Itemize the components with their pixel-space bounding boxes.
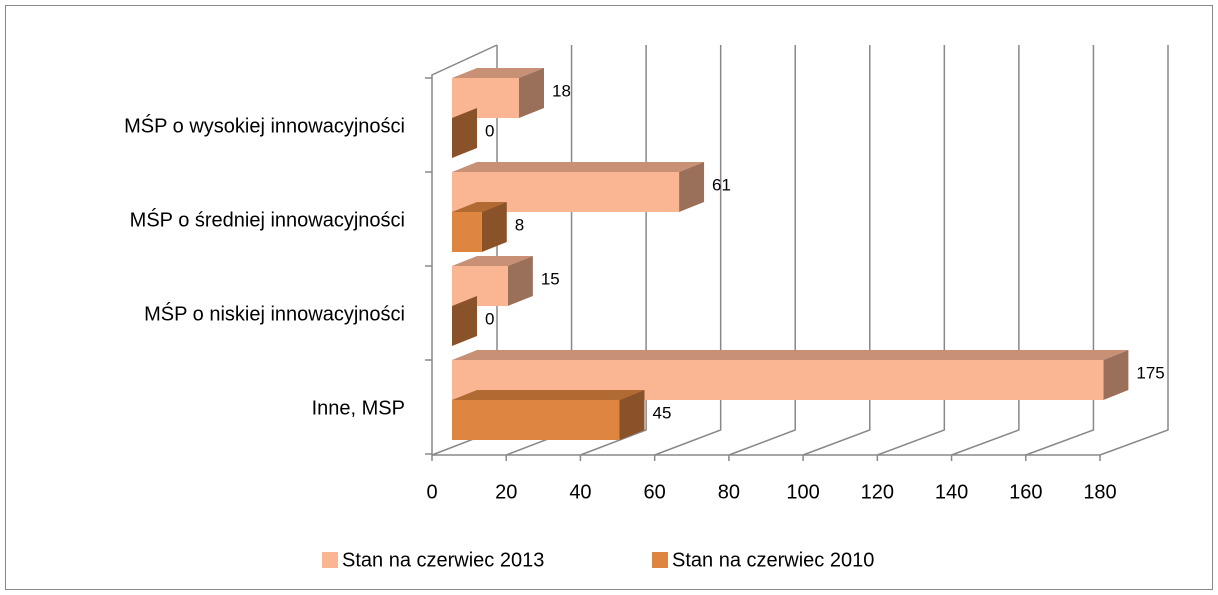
bar-top [452,162,705,172]
bar-side [452,296,477,346]
chart-border [5,5,1213,590]
bar-side [452,108,477,158]
value-label: 175 [1136,363,1164,382]
bar [452,400,620,440]
grid-line [728,45,796,456]
bar [452,212,482,252]
x-tick-label: 160 [1009,481,1042,503]
x-tick-label: 120 [861,481,894,503]
bar-side [519,68,544,118]
x-tick-label: 80 [718,481,740,503]
grid-line [654,45,722,456]
category-label: MŚP o średniej innowacyjności [130,207,405,231]
bar-top [452,390,645,400]
x-tick-label: 140 [935,481,968,503]
bar-side [619,390,645,440]
bar-top [452,350,1129,360]
left-wall [431,44,498,455]
x-tick-label: 20 [495,481,517,503]
category-label: MŚP o niskiej innowacyjności [144,301,405,325]
bar-top [452,202,507,212]
grid-line [1025,45,1095,456]
bar-side [481,202,507,252]
x-tick-label: 100 [786,481,819,503]
bar [452,78,519,118]
bar-side [507,256,533,306]
value-label: 8 [515,215,524,234]
bar [452,266,508,306]
category-label: Inne, MSP [312,397,405,419]
grid-line [951,45,1020,456]
value-label: 0 [485,309,494,328]
bar-side [679,162,705,212]
value-label: 15 [541,269,560,288]
x-tick-label: 180 [1083,481,1116,503]
x-tick-label: 0 [426,481,437,503]
value-label: 61 [712,175,731,194]
x-tick-label: 40 [569,481,591,503]
grid-line [1099,45,1169,456]
value-label: 0 [485,121,494,140]
value-label: 45 [653,403,672,422]
legend-swatch [322,552,338,568]
value-label: 18 [552,81,571,100]
category-label: MŚP o wysokiej innowacyjności [124,113,405,137]
x-tick-label: 60 [644,481,666,503]
grid-line [877,45,946,456]
bar-top [452,68,544,78]
bar-top [452,256,533,266]
legend-label: Stan na czerwiec 2010 [672,549,874,571]
legend-label: Stan na czerwiec 2013 [342,549,544,571]
legend-swatch [652,552,668,568]
grid-line [802,45,871,456]
bar-side [1103,350,1129,400]
